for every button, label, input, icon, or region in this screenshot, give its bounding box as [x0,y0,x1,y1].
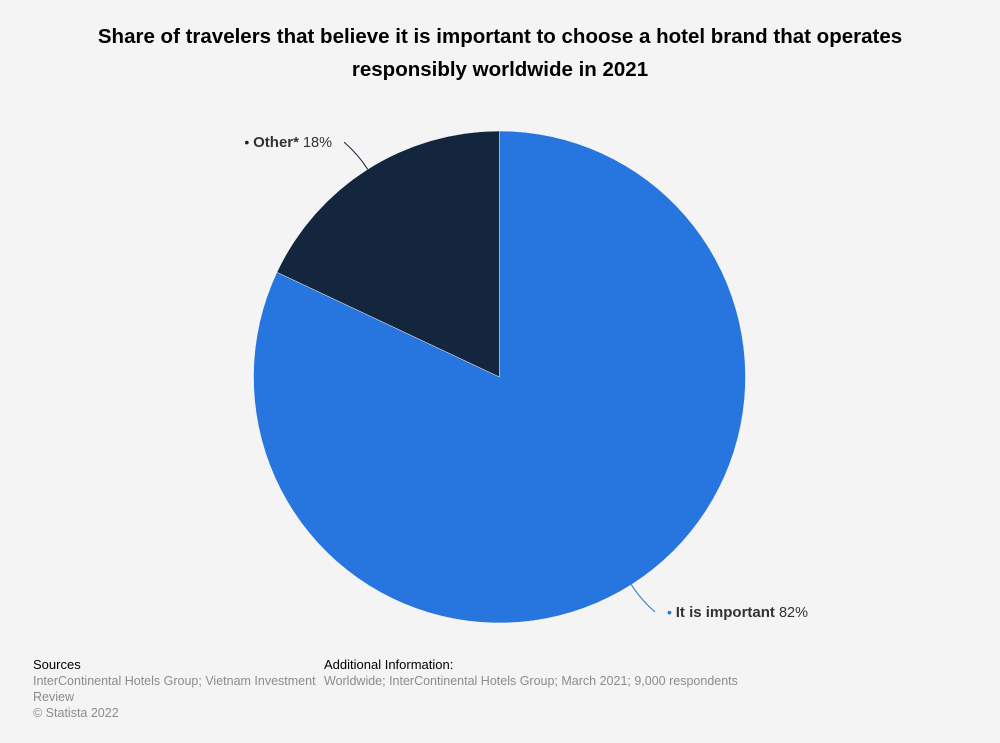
slice-label-it-is-important: • It is important 82% [667,604,808,621]
slice-label-name: Other* [253,134,299,151]
leader-line-it-is-important [630,584,656,613]
slice-bullet: • [667,604,676,620]
copyright: © Statista 2022 [33,706,119,720]
additional-info-text: Worldwide; InterContinental Hotels Group… [324,674,738,688]
sources-block: Sources InterContinental Hotels Group; V… [33,657,318,721]
leader-line-other [343,141,369,170]
additional-info-heading: Additional Information: [324,657,454,672]
chart-title: Share of travelers that believe it is im… [97,25,903,81]
slice-bullet: • [244,134,253,150]
slice-label-value: 82% [775,605,808,621]
slice-label-value: 18% [299,135,332,151]
additional-info-block: Additional Information: Worldwide; Inter… [324,657,824,689]
slice-label-name: It is important [676,604,775,621]
pie-slice-other[interactable] [276,130,500,378]
sources-heading: Sources [33,657,81,672]
sources-text: InterContinental Hotels Group; Vietnam I… [33,674,316,704]
slice-label-other: • Other* 18% [244,134,332,151]
